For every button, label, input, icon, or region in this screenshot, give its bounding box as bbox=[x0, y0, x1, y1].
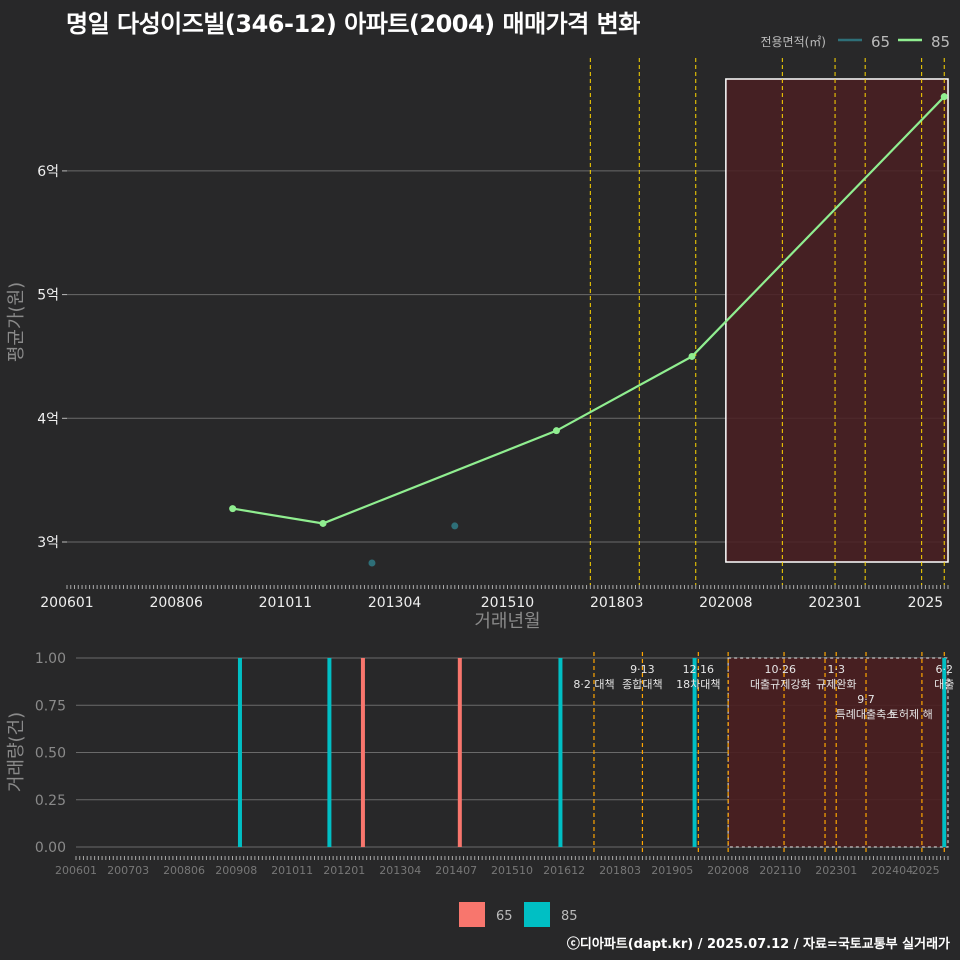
bar-series-85 bbox=[692, 658, 697, 847]
x-tick-label: 201304 bbox=[379, 864, 421, 877]
y-tick-label: 4억 bbox=[37, 411, 59, 427]
policy-annotation: 토허제 해 bbox=[889, 707, 933, 721]
legend-label-85: 85 bbox=[931, 33, 950, 51]
bar-series-65 bbox=[360, 658, 365, 847]
x-tick-label: 200601 bbox=[40, 595, 93, 611]
y-tick-label: 6억 bbox=[37, 164, 59, 180]
policy-annotation: 특례대출축소 bbox=[836, 708, 897, 721]
volume-chart: 0.00 0.25 0.50 0.75 1.00 8·2 대책 9·13 종합대책 12·16 1… bbox=[6, 651, 954, 927]
policy-annotation: 8·2 대책 bbox=[573, 678, 614, 691]
bar-series-85 bbox=[237, 658, 242, 847]
bar-series-85 bbox=[327, 658, 332, 847]
y-tick-label: 0.50 bbox=[35, 746, 66, 762]
x-tick-label: 201011 bbox=[271, 864, 313, 877]
x-tick-label: 201905 bbox=[651, 864, 693, 877]
y-tick-label: 5억 bbox=[37, 288, 59, 304]
legend-key-65 bbox=[459, 902, 485, 927]
x-tick-label: 201803 bbox=[599, 864, 641, 877]
series-85-point bbox=[552, 427, 560, 435]
x-tick-label: 200703 bbox=[107, 864, 149, 877]
y-tick-label: 0.25 bbox=[35, 793, 66, 809]
x-tick-label: 202110 bbox=[759, 864, 801, 877]
policy-annotation: 대출규제강화 bbox=[750, 678, 811, 691]
x-tick-label: 2025 bbox=[908, 595, 944, 611]
x-tick-label: 201304 bbox=[368, 595, 422, 611]
policy-annotation: 종합대책 bbox=[622, 678, 662, 691]
bar-series-65 bbox=[457, 658, 462, 847]
policy-annotation: 12·16 bbox=[683, 663, 715, 676]
y-axis-title: 거래량(건) bbox=[6, 712, 27, 792]
legend-label-85: 85 bbox=[561, 909, 578, 924]
x-tick-label: 202008 bbox=[699, 595, 752, 611]
x-tick-label: 201803 bbox=[590, 595, 643, 611]
source-footer: ⓒ디아파트(dapt.kr) / 2025.07.12 / 자료=국토교통부 실… bbox=[566, 937, 950, 952]
legend-label-65: 65 bbox=[496, 909, 513, 924]
y-tick-label: 1.00 bbox=[35, 651, 66, 667]
series-85-point bbox=[319, 519, 327, 527]
page-title: 명일 다성이즈빌(346-12) 아파트(2004) 매매가격 변화 bbox=[66, 10, 640, 38]
policy-annotation: 규제완화 bbox=[816, 678, 856, 691]
x-tick-label: 200806 bbox=[163, 864, 205, 877]
x-tick-label: 200806 bbox=[149, 595, 203, 611]
bar-series-85 bbox=[558, 658, 563, 847]
x-tick-label: 200601 bbox=[55, 864, 97, 877]
x-tick-label: 201510 bbox=[491, 864, 533, 877]
x-tick-label: 201407 bbox=[435, 864, 477, 877]
x-tick-label: 202301 bbox=[815, 864, 857, 877]
policy-annotation: 9·7 bbox=[857, 693, 875, 706]
policy-annotation: 6·2 bbox=[936, 663, 954, 676]
x-tick-label: 201510 bbox=[481, 595, 534, 611]
series-65-point bbox=[368, 559, 376, 567]
x-tick-label: 202008 bbox=[707, 864, 749, 877]
legend-key-85 bbox=[524, 902, 550, 927]
bar-series-85 bbox=[942, 658, 947, 847]
policy-annotation: 9·13 bbox=[630, 663, 655, 676]
x-tick-label: 202301 bbox=[808, 595, 861, 611]
y-tick-label: 0.00 bbox=[35, 840, 66, 856]
price-chart: 3억 4억 5억 6억 200601 200806 201011 201304 201510 20… bbox=[6, 33, 950, 632]
y-axis-title: 평균가(원) bbox=[6, 282, 27, 362]
series-85-point bbox=[229, 505, 237, 513]
x-tick-label: 201011 bbox=[259, 595, 312, 611]
highlight-period-box bbox=[727, 657, 949, 848]
x-tick-label: 201201 bbox=[323, 864, 365, 877]
legend-label-65: 65 bbox=[871, 33, 890, 51]
x-tick-label: 200908 bbox=[215, 864, 257, 877]
x-axis-title: 거래년월 bbox=[474, 611, 540, 632]
y-tick-label: 3억 bbox=[37, 535, 59, 551]
series-65-point bbox=[451, 522, 459, 530]
y-tick-label: 0.75 bbox=[35, 698, 66, 714]
policy-annotation: 대출 bbox=[934, 678, 954, 691]
series-85-point bbox=[688, 352, 696, 360]
x-tick-label: 2025 bbox=[912, 864, 940, 877]
policy-annotation: 10·26 bbox=[765, 663, 797, 676]
legend-title: 전용면적(㎡) bbox=[760, 35, 826, 49]
policy-annotation: 18차대책 bbox=[676, 678, 720, 691]
x-tick-label: 202404 bbox=[871, 864, 913, 877]
highlight-period-box bbox=[725, 78, 949, 563]
x-tick-label: 201612 bbox=[543, 864, 585, 877]
series-85-point bbox=[940, 93, 948, 101]
policy-annotation: 1·3 bbox=[827, 663, 845, 676]
